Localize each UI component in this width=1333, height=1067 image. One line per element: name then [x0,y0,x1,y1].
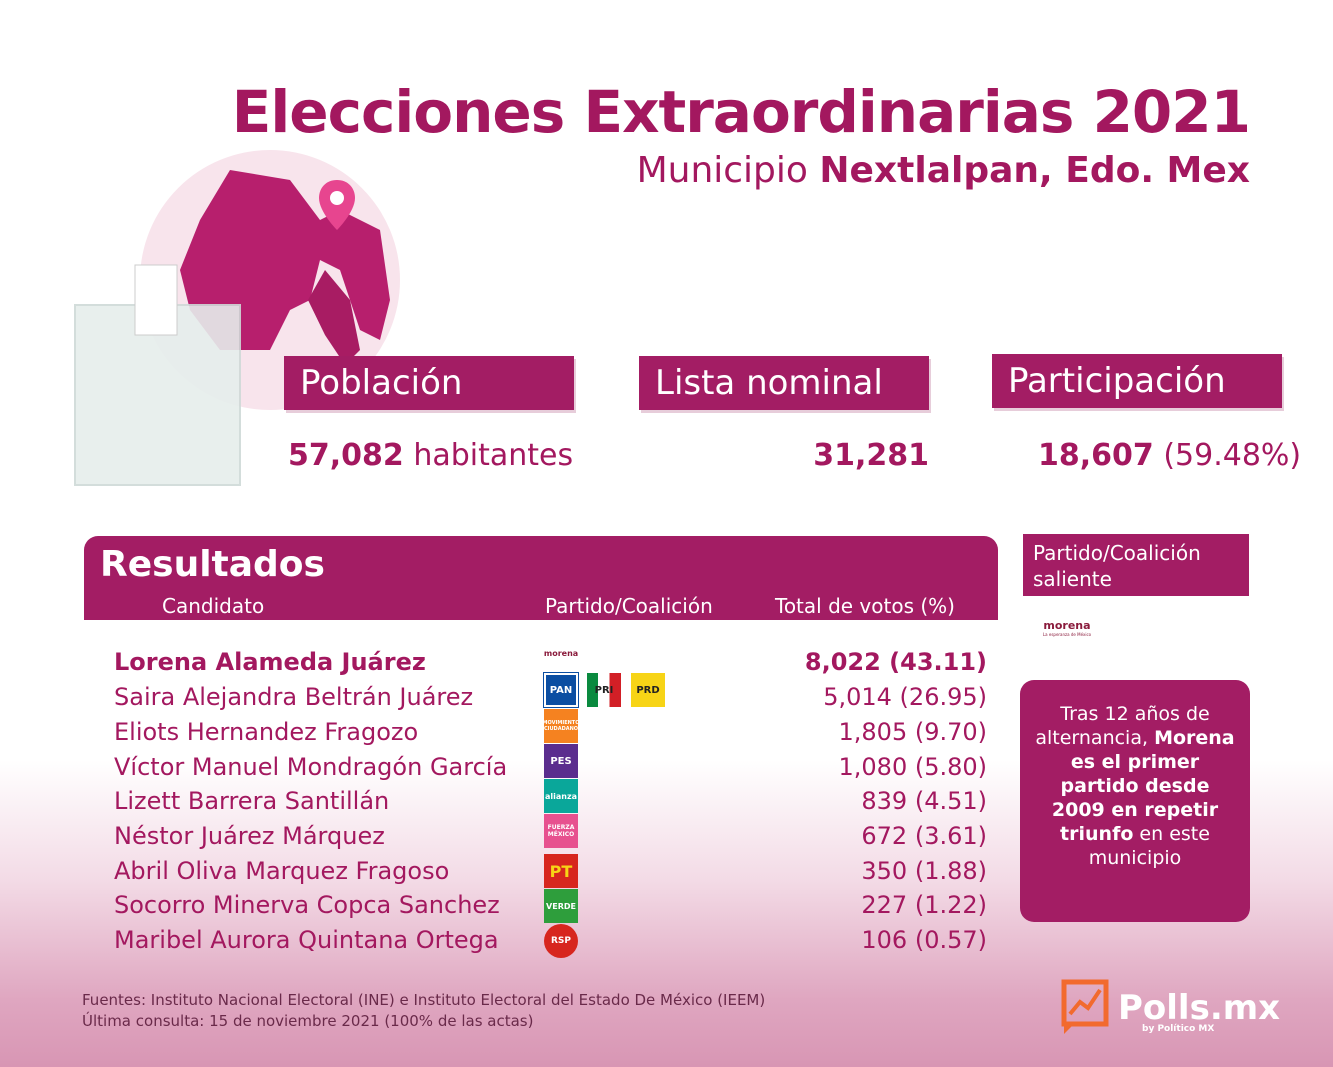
population-number: 57,082 [288,438,404,473]
candidate-votes: 1,805 (9.70) [838,718,988,746]
alianza-logo-text: alianza [544,791,578,801]
outgoing-party-header: Partido/Coalición saliente [1023,534,1249,596]
map-region [308,270,360,365]
prd-logo-text: PRD [636,684,660,696]
pri-logo-text: PRI [594,684,614,696]
callout-intro: Tras 12 años de alternancia, [1035,703,1210,749]
participation-number: 18,607 [1038,438,1154,473]
col-candidate: Candidato [162,594,265,618]
polls-logo-icon [1061,979,1109,1034]
nominal-value: 31,281 [640,438,929,473]
participation-value: 18,607 (59.48%) [1038,438,1301,473]
fuerza-mexico-logo-text: FUERZA MÉXICO [547,824,575,838]
candidate-name: Lorena Alameda Juárez [114,648,426,676]
candidate-name: Abril Oliva Marquez Fragoso [114,857,450,885]
population-label: Población [300,363,463,403]
pt-logo-icon: PT [544,854,578,888]
candidate-votes: 106 (0.57) [861,926,987,954]
candidate-votes: 8,022 (43.11) [804,648,987,676]
pri-logo-icon: PRI [587,673,621,707]
subtitle-municipality: Nextlalpan, Edo. Mex [819,150,1250,191]
location-pin-icon [319,180,355,230]
candidate-name: Maribel Aurora Quintana Ortega [114,926,499,954]
subtitle-prefix: Municipio [636,150,820,191]
col-party: Partido/Coalición [545,594,713,618]
participation-header: Participación [992,354,1282,408]
last-check-note: Última consulta: 15 de noviembre 2021 (1… [82,1012,534,1030]
nominal-header: Lista nominal [639,356,929,410]
outgoing-morena-logo-icon: morena La esperanza de México [1040,602,1094,654]
mc-logo-icon: MOVIMIENTO CIUDADANO [542,709,580,743]
participation-label: Participación [1008,361,1226,401]
morena-logo-icon: morena [544,636,578,670]
sources-note: Fuentes: Instituto Nacional Electoral (I… [82,991,766,1009]
results-header: Resultados Candidato Partido/Coalición T… [84,536,998,620]
participation-suffix: (59.48%) [1153,438,1302,473]
candidate-votes: 672 (3.61) [861,822,987,850]
page-subtitle: Municipio Nextlalpan, Edo. Mex [0,150,1250,191]
candidate-votes: 227 (1.22) [861,891,987,919]
candidate-name: Víctor Manuel Mondragón García [114,753,508,781]
page-title: Elecciones Extraordinarias 2021 [231,78,1251,146]
fuerza-mexico-logo-icon: FUERZA MÉXICO [544,814,578,848]
candidate-votes: 350 (1.88) [861,857,987,885]
morena-logo-text: morena [543,648,579,658]
pt-logo-text: PT [549,861,573,881]
candidate-name: Lizett Barrera Santillán [114,787,390,815]
callout-highlight: Morena es el primer partido desde 2009 e… [1051,727,1235,845]
pes-logo-text: PES [550,755,572,767]
pan-logo-text: PAN [549,684,573,696]
candidate-name: Saira Alejandra Beltrán Juárez [114,683,474,711]
pan-logo-icon: PAN [543,672,579,708]
alianza-logo-icon: alianza [544,779,578,813]
brand-name: Polls.mx [1118,988,1281,1028]
candidate-name: Néstor Juárez Márquez [114,822,385,850]
population-value: 57,082 habitantes [288,438,573,473]
col-votes: Total de votos (%) [775,594,955,618]
results-title: Resultados [100,544,325,585]
verde-logo-text: VERDE [546,901,576,911]
callout-end: en este municipio [1088,823,1210,869]
brand-sub: by Político MX [1142,1024,1215,1034]
nominal-label: Lista nominal [655,363,883,403]
prd-logo-icon: PRD [631,673,665,707]
outgoing-morena-text: morena [1043,619,1091,632]
population-header: Población [284,356,574,410]
rsp-logo-icon: RSP [544,924,578,958]
candidate-votes: 5,014 (26.95) [823,683,987,711]
rsp-logo-text: RSP [550,936,571,946]
population-suffix: habitantes [403,438,574,473]
verde-logo-icon: VERDE [544,889,578,923]
insight-callout: Tras 12 años de alternancia, Morena es e… [1020,680,1250,922]
candidate-votes: 839 (4.51) [861,787,987,815]
outgoing-morena-tagline: La esperanza de México [1042,632,1092,637]
pes-logo-icon: PES [544,744,578,778]
candidate-name: Socorro Minerva Copca Sanchez [114,891,500,919]
candidate-name: Eliots Hernandez Fragozo [114,718,419,746]
candidate-votes: 1,080 (5.80) [838,753,988,781]
mc-logo-text: MOVIMIENTO CIUDADANO [542,720,580,732]
nominal-number: 31,281 [813,438,929,473]
ballot-paper [134,264,178,336]
